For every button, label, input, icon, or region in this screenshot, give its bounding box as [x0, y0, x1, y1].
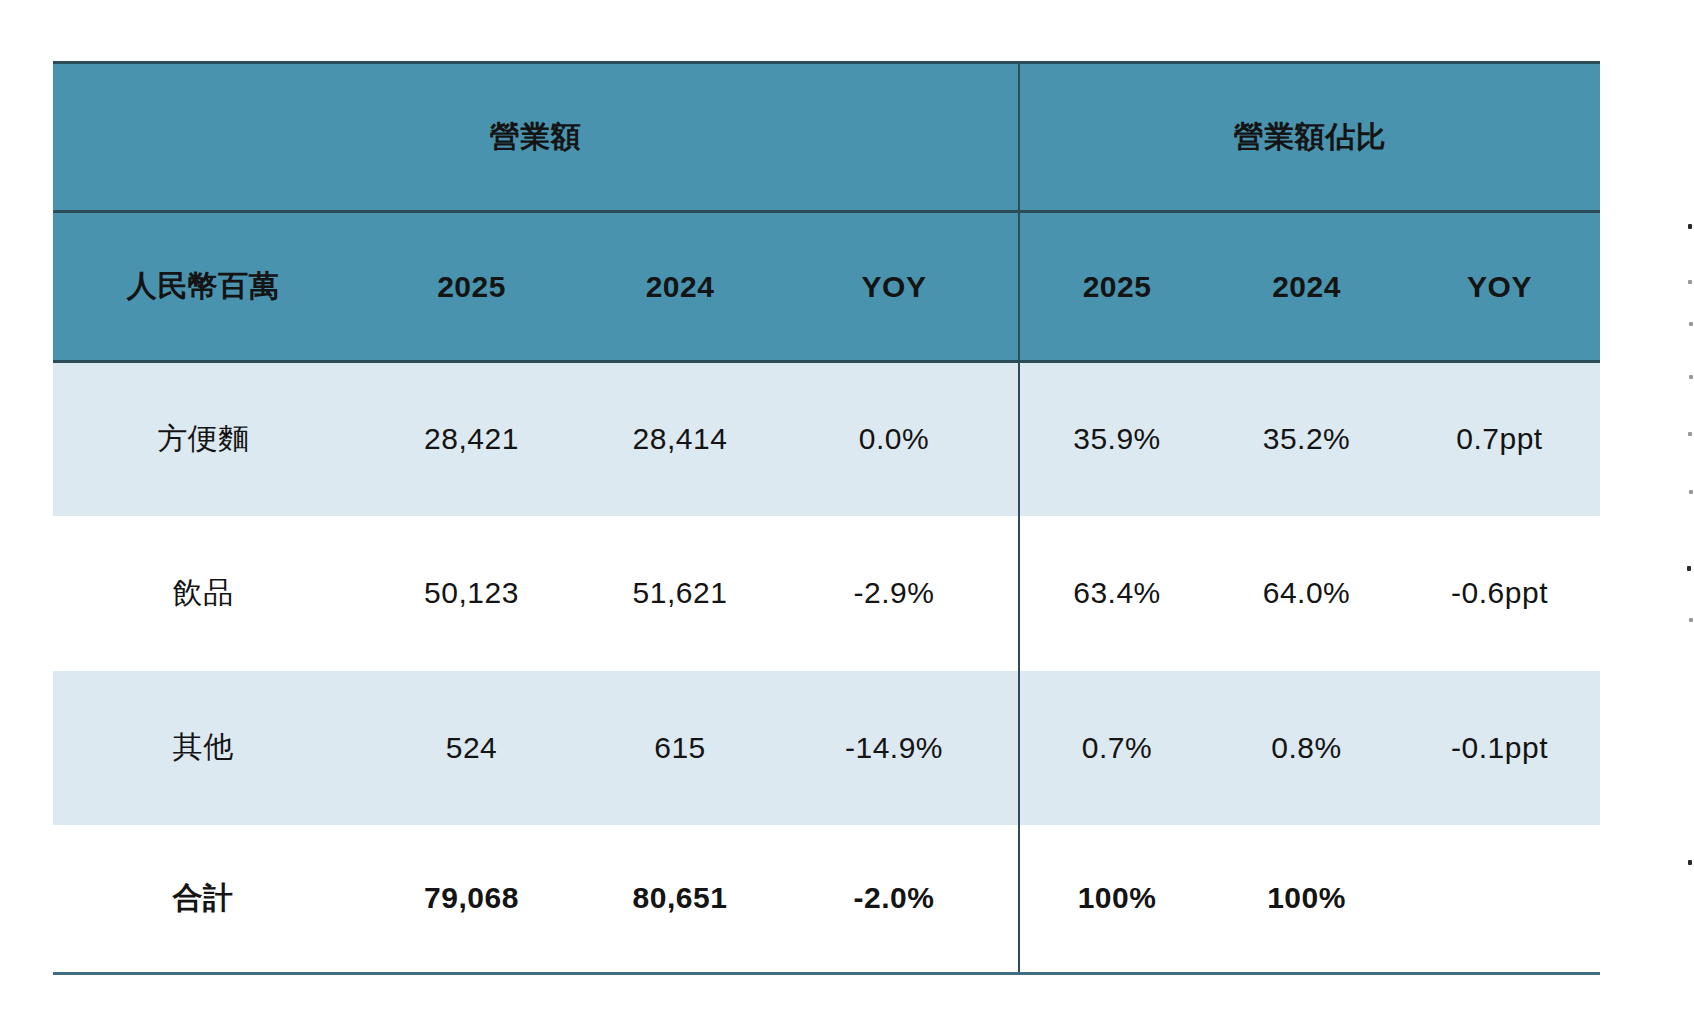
- group-header-revenue-share: 營業額佔比: [1019, 63, 1600, 212]
- row-label: 飲品: [53, 516, 353, 671]
- revenue-2025-cell: 524: [353, 671, 590, 825]
- edge-artifact: [1689, 375, 1693, 379]
- edge-artifact: [1688, 280, 1692, 284]
- col-header-revenue-yoy: YOY: [770, 212, 1019, 362]
- share-2025-cell: 63.4%: [1019, 516, 1214, 671]
- row-label: 方便麵: [53, 362, 353, 516]
- table-row-total: 合計 79,068 80,651 -2.0% 100% 100%: [53, 825, 1600, 974]
- revenue-yoy-cell: -2.0%: [770, 825, 1019, 974]
- edge-artifact: [1688, 432, 1692, 436]
- page: 營業額 營業額佔比 人民幣百萬 2025 2024 YOY 2025 2024 …: [0, 0, 1694, 1010]
- share-2024-cell: 0.8%: [1214, 671, 1399, 825]
- revenue-2024-cell: 615: [590, 671, 770, 825]
- share-yoy-cell: 0.7ppt: [1399, 362, 1600, 516]
- edge-artifact: [1689, 618, 1693, 622]
- share-2025-cell: 100%: [1019, 825, 1214, 974]
- revenue-2025-cell: 50,123: [353, 516, 590, 671]
- share-2025-cell: 0.7%: [1019, 671, 1214, 825]
- col-header-revenue-2024: 2024: [590, 212, 770, 362]
- share-2024-cell: 35.2%: [1214, 362, 1399, 516]
- edge-artifact: [1689, 322, 1693, 326]
- edge-artifact: [1689, 490, 1693, 494]
- row-label: 其他: [53, 671, 353, 825]
- revenue-2025-cell: 28,421: [353, 362, 590, 516]
- col-header-share-2024: 2024: [1214, 212, 1399, 362]
- share-2024-cell: 100%: [1214, 825, 1399, 974]
- edge-artifact: [1688, 224, 1692, 229]
- share-yoy-cell: -0.6ppt: [1399, 516, 1600, 671]
- table-row-beverages: 飲品 50,123 51,621 -2.9% 63.4% 64.0% -0.6p…: [53, 516, 1600, 671]
- table-row-instant-noodles: 方便麵 28,421 28,414 0.0% 35.9% 35.2% 0.7pp…: [53, 362, 1600, 516]
- share-2024-cell: 64.0%: [1214, 516, 1399, 671]
- edge-artifact: [1688, 860, 1692, 865]
- revenue-yoy-cell: 0.0%: [770, 362, 1019, 516]
- share-yoy-cell: -0.1ppt: [1399, 671, 1600, 825]
- share-yoy-cell: [1399, 825, 1600, 974]
- edge-artifact: [1687, 566, 1691, 571]
- group-header-revenue: 營業額: [53, 63, 1019, 212]
- column-header-row: 人民幣百萬 2025 2024 YOY 2025 2024 YOY: [53, 212, 1600, 362]
- revenue-yoy-cell: -2.9%: [770, 516, 1019, 671]
- col-header-revenue-2025: 2025: [353, 212, 590, 362]
- col-header-share-2025: 2025: [1019, 212, 1214, 362]
- row-label: 合計: [53, 825, 353, 974]
- revenue-2024-cell: 51,621: [590, 516, 770, 671]
- table-row-others: 其他 524 615 -14.9% 0.7% 0.8% -0.1ppt: [53, 671, 1600, 825]
- group-header-row: 營業額 營業額佔比: [53, 63, 1600, 212]
- revenue-yoy-cell: -14.9%: [770, 671, 1019, 825]
- revenue-table: 營業額 營業額佔比 人民幣百萬 2025 2024 YOY 2025 2024 …: [53, 61, 1600, 975]
- revenue-2024-cell: 80,651: [590, 825, 770, 974]
- revenue-2024-cell: 28,414: [590, 362, 770, 516]
- unit-label: 人民幣百萬: [53, 212, 353, 362]
- share-2025-cell: 35.9%: [1019, 362, 1214, 516]
- col-header-share-yoy: YOY: [1399, 212, 1600, 362]
- revenue-2025-cell: 79,068: [353, 825, 590, 974]
